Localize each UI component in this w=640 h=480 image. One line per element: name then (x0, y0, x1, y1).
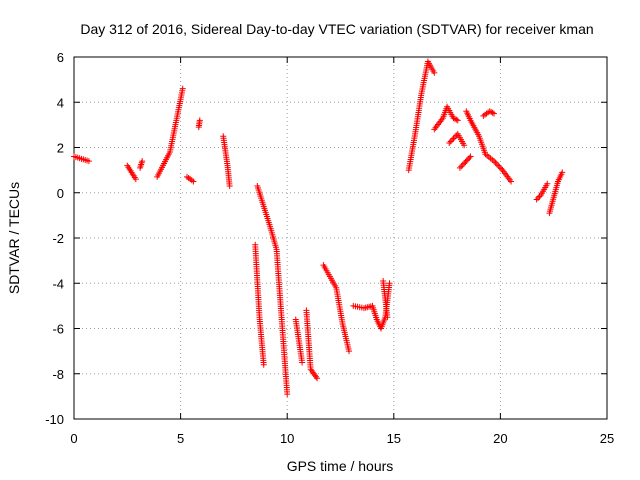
data-point-seg9 (299, 359, 306, 366)
x-axis-label: GPS time / hours (287, 458, 394, 474)
y-tick-label: 6 (57, 50, 64, 65)
data-points (71, 58, 566, 398)
data-point-seg10 (314, 375, 321, 382)
data-point-seg18 (495, 162, 502, 169)
data-point-seg17 (456, 164, 463, 171)
y-tick-label: -10 (45, 412, 64, 427)
data-point-seg8 (284, 391, 291, 398)
data-point-seg18 (496, 164, 503, 171)
data-point-seg21 (559, 169, 566, 176)
data-point-seg16 (461, 142, 468, 149)
data-point-seg17 (464, 156, 471, 163)
y-axis-label: SDTVAR / TECUs (6, 182, 22, 294)
x-tick-label: 0 (70, 431, 77, 446)
plot-frame (73, 56, 608, 420)
y-tick-label: 2 (57, 141, 64, 156)
grid-layer (74, 57, 607, 419)
chart-title: Day 312 of 2016, Sidereal Day-to-day VTE… (80, 21, 593, 37)
y-tick-label: -8 (52, 367, 64, 382)
data-point-seg18 (508, 178, 515, 185)
data-point-seg1 (132, 176, 139, 183)
x-tick-label: 5 (177, 431, 184, 446)
x-tick-label: 25 (600, 431, 614, 446)
data-point-seg19 (491, 110, 498, 117)
data-point-seg17 (458, 163, 465, 170)
tick-layer: 0 5 10 15 20 25 -10 -8 -6 -4 -2 0 2 4 6 (45, 50, 614, 446)
data-point-seg2 (139, 158, 146, 165)
data-point-seg3 (179, 85, 186, 92)
data-point-seg17 (463, 157, 470, 164)
data-point-seg6 (226, 182, 233, 189)
y-tick-label: -4 (52, 276, 64, 291)
data-point-seg15 (454, 117, 461, 124)
data-point-seg17 (461, 160, 468, 167)
data-point-seg18 (498, 165, 505, 172)
data-point-seg16 (449, 136, 456, 143)
y-tick-label: 4 (57, 95, 64, 110)
y-tick-label: 0 (57, 186, 64, 201)
data-point-seg17 (466, 154, 473, 161)
data-point-seg17 (462, 158, 469, 165)
x-tick-label: 15 (387, 431, 401, 446)
data-point-seg20 (533, 196, 540, 203)
data-point-seg18 (492, 159, 499, 166)
data-point-seg18 (493, 161, 500, 168)
data-point-seg17 (467, 153, 474, 160)
x-tick-label: 10 (280, 431, 294, 446)
data-point-seg20 (544, 180, 551, 187)
data-point-seg19 (489, 109, 496, 116)
data-point-seg0 (85, 158, 92, 165)
data-point-seg4 (190, 178, 197, 185)
data-point-seg13 (384, 314, 391, 321)
data-point-seg16 (451, 133, 458, 140)
data-point-seg11 (346, 348, 353, 355)
data-point-seg16 (447, 138, 454, 145)
data-point-seg14 (431, 69, 438, 76)
data-point-seg19 (488, 109, 495, 116)
data-point-seg16 (446, 139, 453, 146)
data-point-seg7 (260, 361, 267, 368)
data-point-seg20 (535, 195, 542, 202)
data-point-seg5 (196, 117, 203, 124)
data-point-seg12 (386, 280, 393, 287)
x-tick-label: 20 (493, 431, 507, 446)
y-tick-label: -2 (52, 231, 64, 246)
y-tick-label: -6 (52, 322, 64, 337)
data-point-seg17 (459, 161, 466, 168)
data-point-seg16 (450, 135, 457, 142)
data-point-seg15 (453, 116, 460, 123)
